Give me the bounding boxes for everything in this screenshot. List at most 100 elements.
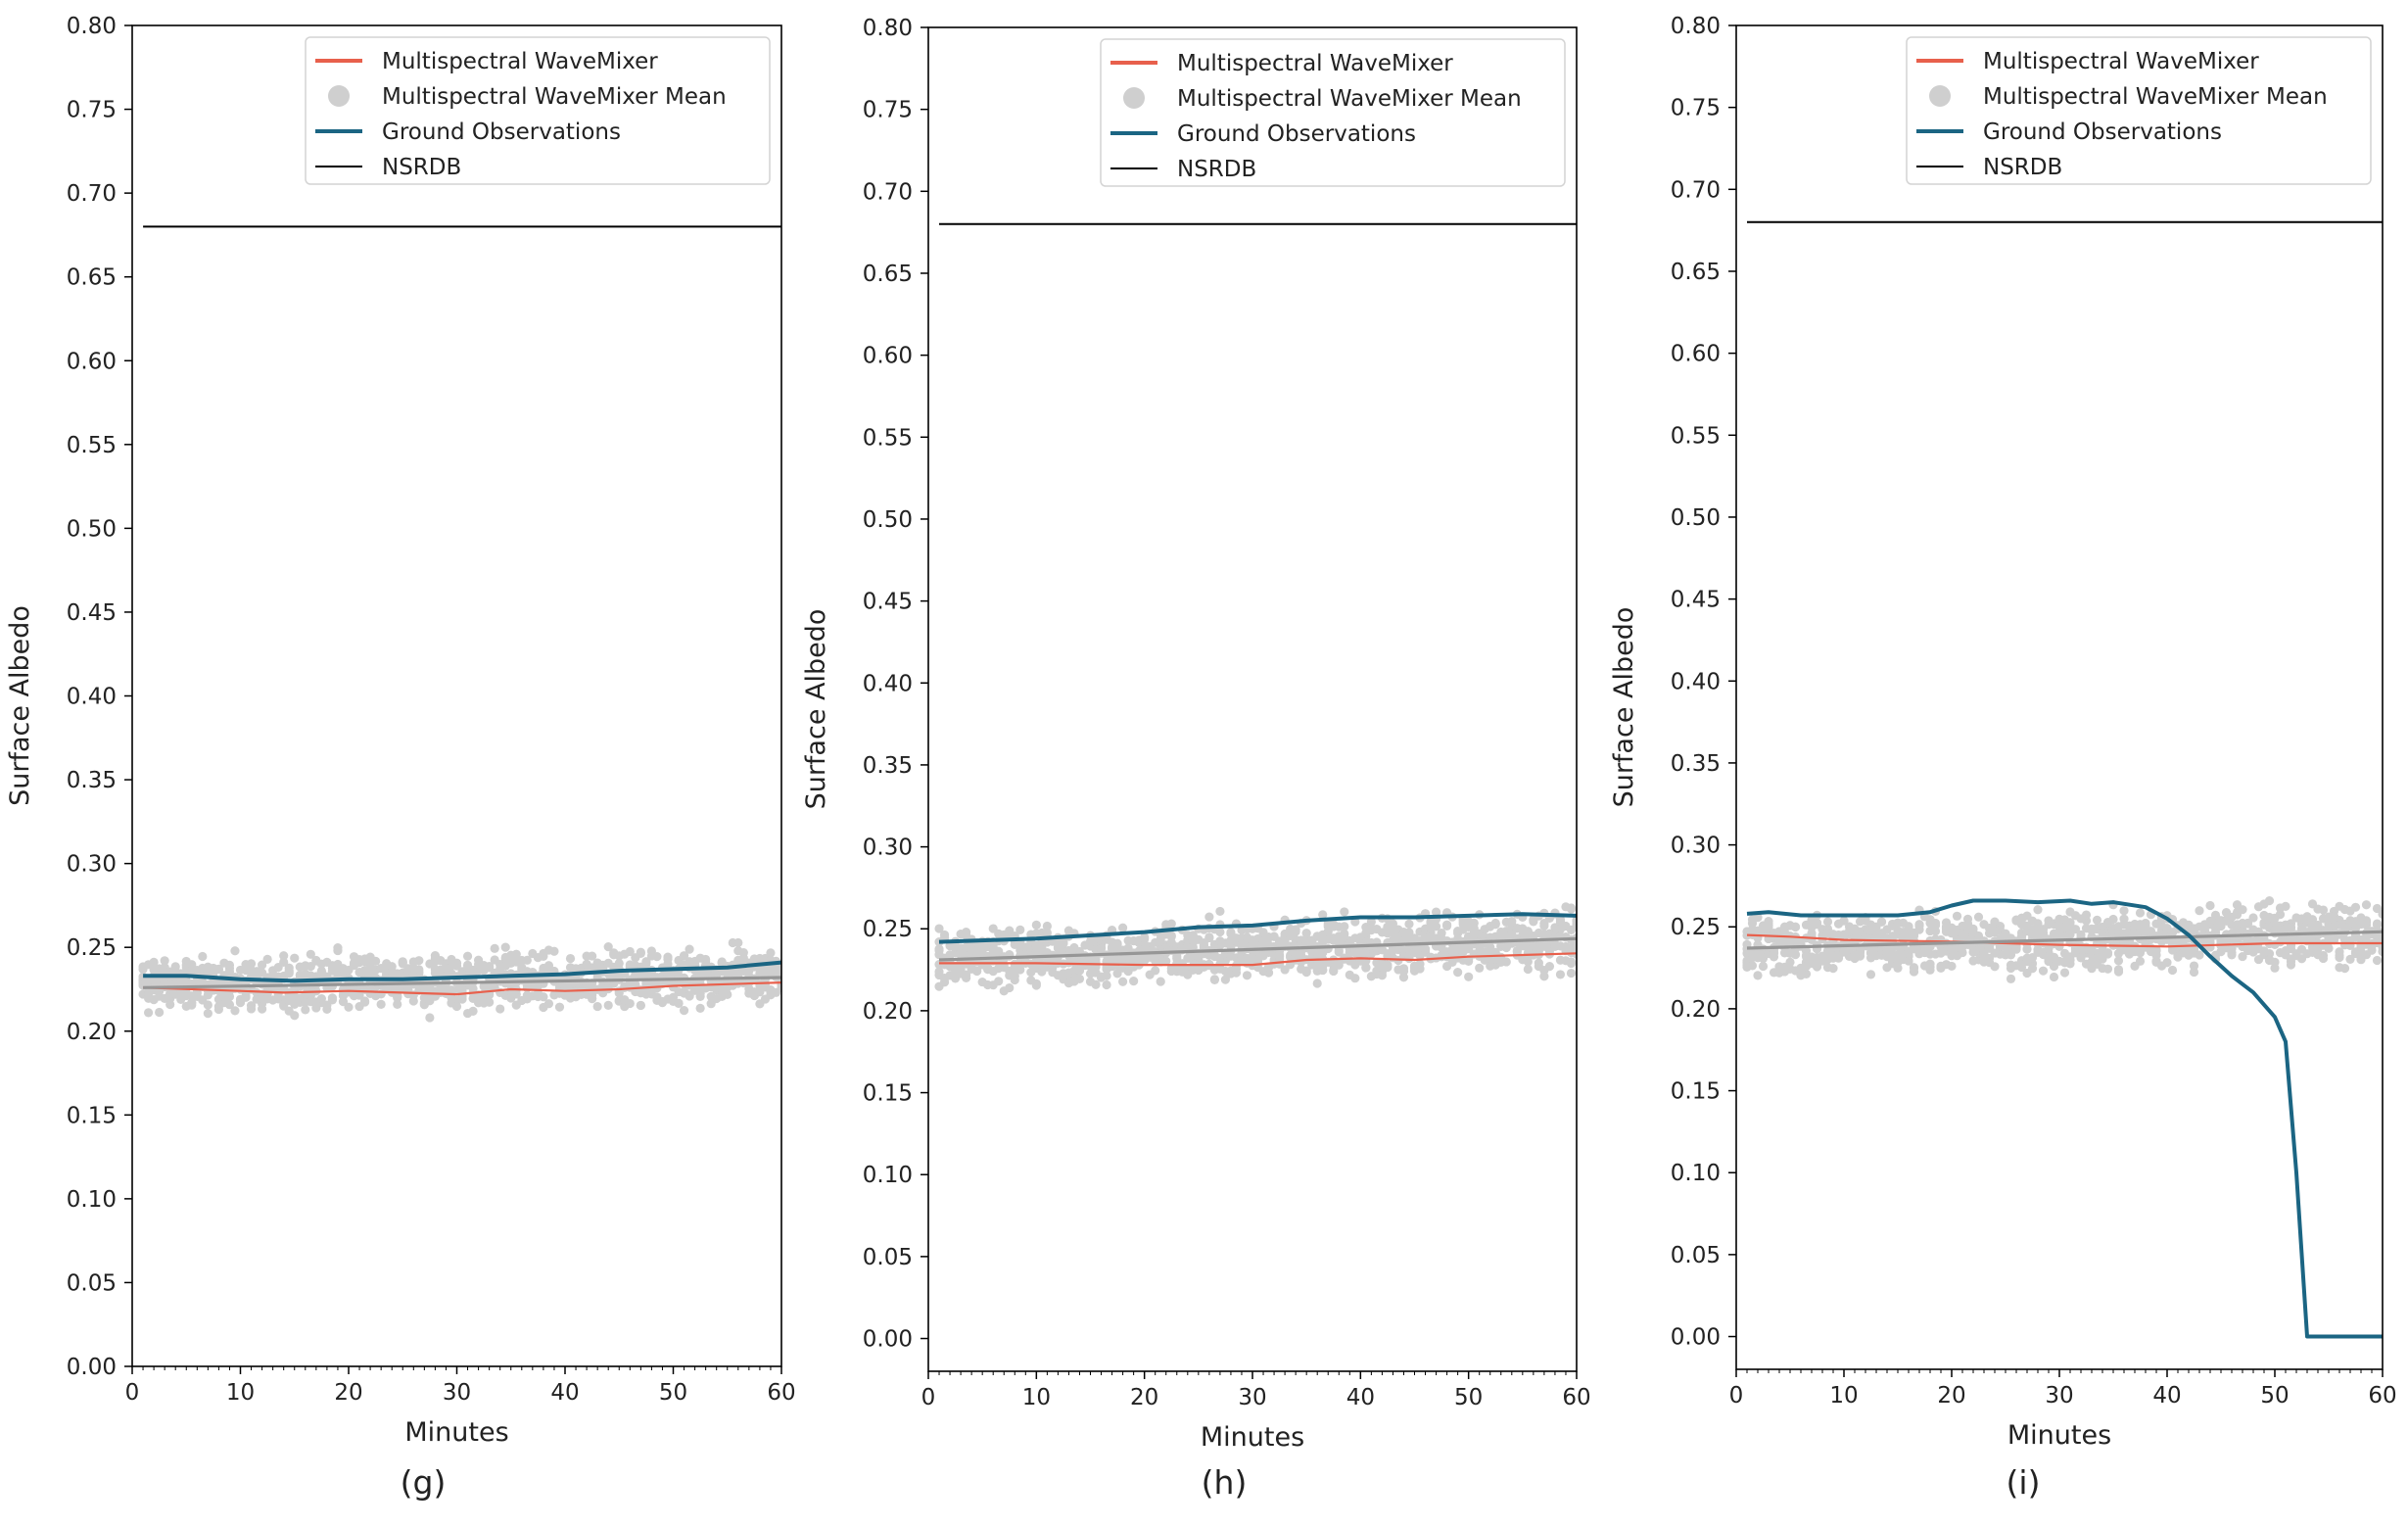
- scatter-point: [451, 1001, 462, 1012]
- scatter-point: [1523, 957, 1533, 967]
- x-tick-label: 40: [1346, 1385, 1375, 1410]
- y-tick-label: 0.40: [863, 671, 913, 696]
- scatter-point: [1042, 921, 1052, 931]
- scatter-point: [2378, 932, 2383, 942]
- panel-label: (i): [2007, 1463, 2041, 1502]
- scatter-point: [1925, 959, 1935, 969]
- legend-label: Multispectral WaveMixer: [1177, 51, 1453, 76]
- scatter-point: [354, 990, 364, 1000]
- y-tick-label: 0.20: [67, 1020, 117, 1045]
- y-tick-label: 0.25: [1671, 915, 1721, 940]
- y-tick-label: 0.10: [67, 1187, 117, 1213]
- scatter-point: [2141, 919, 2150, 929]
- model-mean-series-line: [938, 936, 1577, 962]
- scatter-point: [2205, 900, 2215, 911]
- scatter-point: [187, 998, 197, 1008]
- scatter-point: [1215, 906, 1225, 917]
- scatter-point: [1140, 932, 1150, 942]
- ground-observations-series-line: [1746, 898, 2383, 1339]
- scatter-point: [306, 949, 315, 959]
- scatter-point: [414, 965, 424, 975]
- y-tick-label: 0.55: [863, 425, 913, 451]
- x-tick-label: 60: [767, 1380, 795, 1406]
- scatter-point: [1340, 907, 1349, 917]
- y-tick-label: 0.20: [1671, 997, 1721, 1023]
- scatter-point: [1785, 957, 1795, 967]
- x-axis-title: Minutes: [404, 1417, 508, 1448]
- scatter-point: [496, 1004, 505, 1014]
- scatter-point: [2033, 919, 2043, 929]
- scatter-point: [241, 992, 251, 1002]
- scatter-point: [1507, 916, 1517, 927]
- scatter-point: [1156, 977, 1165, 986]
- model-series-line: [1746, 933, 2383, 948]
- scatter-point: [1005, 982, 1015, 993]
- scatter-point: [2065, 959, 2075, 969]
- scatter-point: [1291, 925, 1300, 934]
- scatter-point: [246, 959, 257, 969]
- y-tick-label: 0.40: [67, 685, 117, 710]
- scatter-point: [2286, 922, 2296, 932]
- scatter-point: [1865, 970, 1876, 979]
- y-tick-label: 0.75: [863, 98, 913, 123]
- y-tick-label: 0.45: [67, 600, 117, 626]
- x-tick-label: 30: [443, 1380, 471, 1406]
- legend-label: NSRDB: [1177, 157, 1256, 182]
- scatter-point: [1129, 977, 1139, 986]
- scatter-point: [588, 951, 597, 961]
- scatter-point: [1758, 961, 1769, 972]
- y-tick-label: 0.20: [863, 999, 913, 1025]
- scatter-point: [371, 956, 381, 966]
- y-tick-label: 0.25: [863, 917, 913, 942]
- scatter-point: [636, 1000, 645, 1011]
- scatter-point: [1566, 968, 1577, 979]
- scatter-point: [468, 1006, 478, 1016]
- scatter-point: [2119, 914, 2129, 924]
- scatter-point: [1958, 947, 1967, 958]
- scatter-point: [1398, 973, 1409, 982]
- scatter-point: [2335, 950, 2344, 960]
- scatter-point: [1801, 969, 1812, 979]
- scatter-point: [2372, 903, 2383, 914]
- scatter-point: [2264, 896, 2275, 906]
- scatter-point: [2238, 951, 2247, 962]
- legend: Multispectral WaveMixer Multispectral Wav…: [305, 36, 771, 185]
- scatter-point: [1431, 907, 1441, 917]
- y-axis-title: Surface Albedo: [5, 605, 35, 806]
- scatter-point: [766, 948, 776, 958]
- x-tick-label: 30: [1238, 1385, 1266, 1410]
- scatter-point: [1753, 913, 1763, 923]
- y-tick-label: 0.75: [1671, 96, 1721, 121]
- scatter-point: [1361, 963, 1371, 973]
- y-tick-label: 0.55: [67, 433, 117, 458]
- scatter-point: [2318, 905, 2329, 915]
- scatter-point: [1807, 929, 1817, 938]
- y-tick-label: 0.50: [67, 516, 117, 542]
- y-tick-label: 0.25: [67, 935, 117, 961]
- legend-swatch-dot: [1123, 87, 1145, 109]
- scatter-point: [2038, 966, 2049, 976]
- scatter-point: [603, 942, 613, 952]
- scatter-point: [2318, 953, 2329, 964]
- model-series-line: [143, 981, 781, 996]
- y-tick-label: 0.00: [67, 1355, 117, 1380]
- scatter-point: [2248, 913, 2258, 923]
- scatter-point: [2378, 909, 2383, 919]
- scatter-point: [733, 937, 743, 948]
- scatter-point: [213, 1004, 223, 1015]
- scatter-point: [2102, 948, 2113, 958]
- y-tick-label: 0.15: [863, 1081, 913, 1107]
- scatter-point: [636, 948, 645, 958]
- scatter-point: [2113, 956, 2124, 966]
- legend-label: Multispectral WaveMixer Mean: [382, 84, 727, 110]
- scatter-point: [1166, 919, 1176, 929]
- scatter-point: [592, 1001, 602, 1012]
- scatter-point: [2006, 974, 2016, 983]
- scatter-point: [2270, 963, 2280, 973]
- scatter-point: [2345, 954, 2355, 965]
- y-tick-label: 0.80: [1671, 14, 1721, 39]
- scatter-point: [1350, 974, 1360, 983]
- scatter-point: [344, 1002, 354, 1012]
- scatter-point: [213, 964, 223, 974]
